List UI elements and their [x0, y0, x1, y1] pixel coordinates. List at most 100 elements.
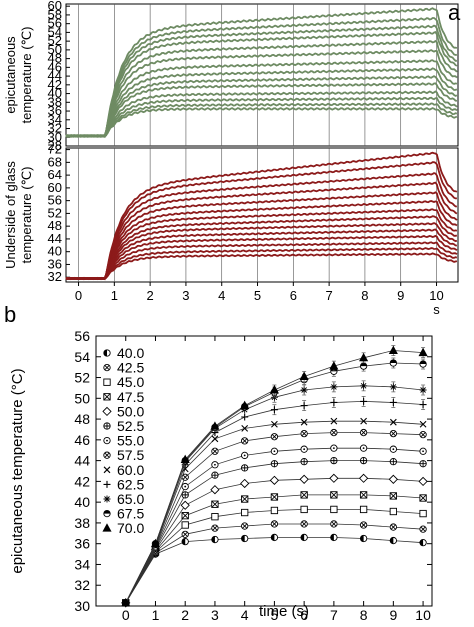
marker-fill	[103, 510, 111, 514]
marker-cross	[331, 430, 337, 435]
y-tick-label: 48	[48, 218, 62, 233]
y-axis-label: epicutaneous	[3, 36, 18, 114]
marker-x	[419, 420, 427, 428]
y-tick-label: 30	[74, 598, 90, 614]
data-point	[181, 537, 189, 546]
marker-cross	[300, 491, 308, 499]
trace-line	[65, 49, 458, 138]
data-point	[330, 520, 338, 528]
x-tick-label: 6	[290, 288, 297, 303]
data-point	[211, 461, 219, 469]
marker-dot	[303, 448, 306, 451]
y-tick-label: 32	[48, 121, 62, 136]
trace-line	[65, 90, 458, 138]
data-point	[389, 398, 397, 406]
data-point	[359, 456, 368, 465]
plot-frame	[65, 3, 459, 147]
data-point	[419, 460, 427, 468]
x-tick-label: 3	[182, 288, 189, 303]
marker-cross	[419, 460, 427, 467]
marker-cross	[361, 522, 366, 528]
y-tick-label: 38	[48, 94, 62, 109]
data-point	[241, 413, 249, 421]
legend-entry-label: 52.5	[117, 418, 144, 434]
data-point	[269, 385, 279, 394]
legend-entry-label: 45.0	[117, 374, 144, 390]
data-point	[388, 474, 398, 484]
data-point	[330, 417, 338, 425]
trace-line	[65, 107, 458, 138]
marker-fill	[419, 360, 427, 365]
data-point	[241, 425, 249, 432]
marker-square	[241, 508, 249, 517]
marker-asterisk	[360, 382, 368, 390]
data-point	[103, 466, 111, 474]
trace-line	[65, 252, 458, 281]
marker-fill	[182, 538, 186, 545]
x-tick-label: 0	[75, 288, 82, 303]
y-tick-label: 38	[74, 515, 90, 531]
y-tick-label: 72	[48, 142, 62, 157]
marker-triangle	[121, 597, 131, 607]
y-tick-label: 52	[74, 370, 90, 386]
data-point	[181, 530, 189, 538]
y-tick-label: 36	[48, 103, 62, 118]
marker-x	[389, 418, 397, 426]
data-point	[103, 495, 111, 503]
marker-plus	[419, 401, 427, 409]
data-point	[241, 451, 249, 460]
trace-line	[65, 247, 458, 281]
data-point	[419, 420, 427, 428]
data-point	[103, 378, 111, 386]
y-tick-label: 44	[48, 231, 62, 246]
data-point	[330, 444, 338, 452]
marker-triangle	[299, 371, 309, 380]
x-tick-label: 10	[415, 607, 431, 622]
y-tick-label: 36	[48, 256, 62, 271]
data-point	[359, 534, 368, 543]
marker-triangle	[269, 385, 279, 394]
data-point	[211, 535, 219, 544]
marker-cross	[211, 500, 219, 508]
data-point	[360, 382, 368, 390]
y-tick-label: 48	[48, 51, 62, 66]
data-point	[419, 509, 427, 518]
marker-cross	[241, 495, 249, 503]
marker-x	[300, 418, 308, 426]
data-point	[241, 534, 249, 543]
marker-diamond	[180, 500, 190, 510]
marker-plus	[103, 480, 111, 488]
marker-dot	[422, 450, 424, 453]
data-point	[300, 491, 308, 499]
y-tick-label: 40	[74, 494, 90, 510]
x-axis-label: time (s)	[259, 603, 309, 620]
data-point	[181, 473, 189, 481]
marker-plus	[270, 406, 278, 414]
data-point	[388, 345, 398, 354]
data-point	[359, 521, 368, 529]
marker-cross	[391, 431, 396, 436]
y-tick-label: 40	[48, 86, 62, 101]
marker-triangle	[210, 421, 220, 430]
data-point	[210, 421, 220, 430]
marker-triangle	[329, 361, 339, 370]
marker-square	[330, 505, 338, 514]
marker-fill	[390, 537, 394, 544]
legend-entry-label: 70.0	[117, 520, 144, 536]
y-tick-label: 48	[74, 411, 90, 427]
marker-cross	[270, 493, 278, 501]
data-point	[389, 383, 397, 391]
marker-cross	[212, 525, 218, 531]
data-point	[389, 418, 397, 426]
data-point	[359, 444, 368, 452]
marker-fill	[271, 534, 275, 541]
marker-diamond	[269, 475, 280, 485]
legend-entry-label: 50.0	[117, 403, 144, 419]
data-point	[300, 445, 308, 453]
x-tick-label: 2	[147, 288, 154, 303]
marker-cross	[104, 365, 110, 370]
marker-triangle	[150, 538, 161, 548]
data-point	[358, 473, 369, 483]
marker-diamond	[102, 406, 112, 417]
